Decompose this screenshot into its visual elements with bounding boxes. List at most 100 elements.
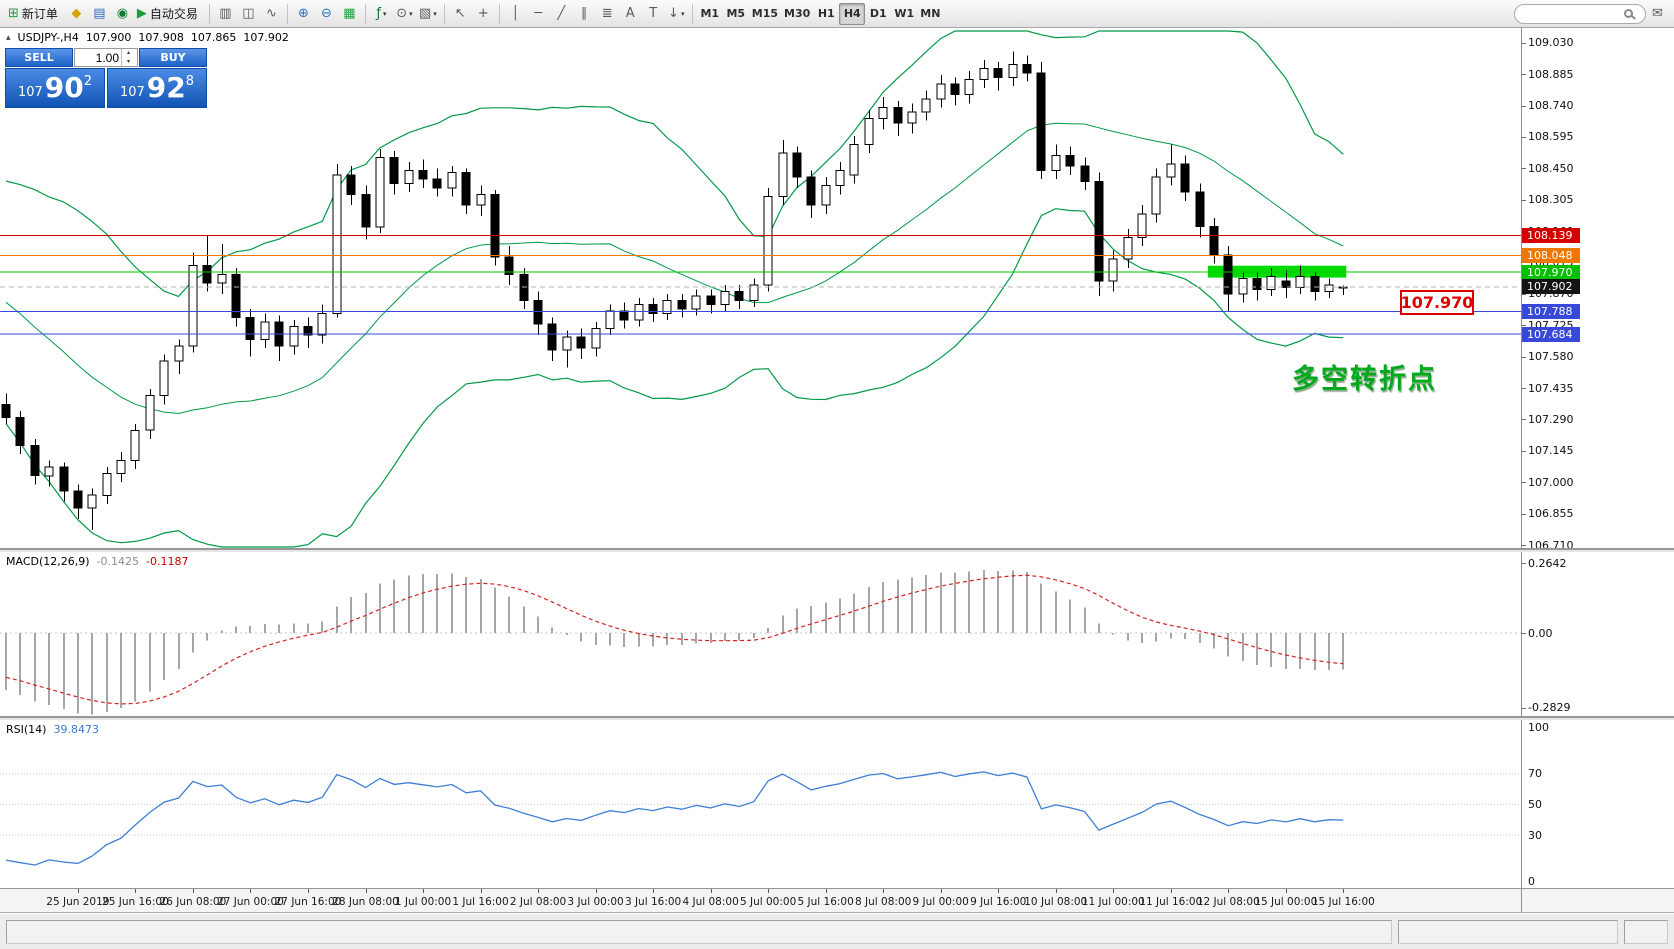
- price-axis-tick: 109.030: [1528, 36, 1574, 50]
- time-axis-tickmark: [192, 889, 194, 893]
- price-axis-tick: 107.435: [1528, 381, 1574, 395]
- macd-panel[interactable]: MACD(12,26,9) -0.1425 -0.1187 0.2642 0.00…: [0, 552, 1674, 718]
- time-axis-label: 25 Jun 2019: [46, 896, 110, 908]
- autotrading-button[interactable]: ▶ 自动交易: [134, 3, 205, 25]
- timeframe-m1-button[interactable]: M1: [700, 7, 720, 20]
- buy-price-main: 92: [146, 71, 186, 104]
- timeframe-group: M1 M5 M15 M30 H1 H4 D1 W1 MN: [697, 2, 944, 25]
- text-button[interactable]: A: [619, 3, 642, 25]
- price-axis-tickmark: [1521, 168, 1526, 170]
- new-order-label: 新订单: [21, 7, 58, 21]
- price-axis-tick: 108.740: [1528, 99, 1574, 112]
- candles: [1, 51, 1348, 530]
- candlestick-chart: [0, 30, 1521, 548]
- chevron-down-icon: ▾: [409, 9, 413, 18]
- label-button[interactable]: T: [642, 3, 665, 25]
- new-order-button[interactable]: ⊞ 新订单: [5, 3, 65, 25]
- candlestick-chart-button[interactable]: ◫: [237, 3, 260, 25]
- crosshair-button[interactable]: +: [472, 3, 495, 25]
- rsi-panel[interactable]: RSI(14) 39.8473 100 70 50 30 0: [0, 720, 1674, 889]
- lot-field: ▴ ▾: [74, 48, 138, 67]
- navigator-icon: ◉: [116, 6, 129, 21]
- label-icon: T: [649, 6, 658, 21]
- line-chart-button[interactable]: ∿: [260, 3, 283, 25]
- mail-icon: ✉: [1652, 6, 1663, 21]
- lot-size-input[interactable]: [75, 49, 121, 66]
- market-watch-button[interactable]: ▤: [88, 3, 111, 25]
- zoom-in-button[interactable]: ⊕: [292, 3, 315, 25]
- navigator-button[interactable]: ◉: [111, 3, 134, 25]
- price-axis-tickmark: [1521, 199, 1526, 201]
- price-callout-label[interactable]: 107.970: [1400, 290, 1474, 315]
- toolbar-separator: [691, 3, 693, 24]
- price-axis-tick: 107.145: [1528, 444, 1574, 458]
- price-axis-tickmark: [1521, 105, 1526, 107]
- tile-windows-button[interactable]: ▦: [338, 3, 361, 25]
- timeframe-h1-button[interactable]: H1: [817, 7, 835, 20]
- time-axis-label: 9 Jul 00:00: [912, 896, 969, 908]
- chevron-down-icon: ▾: [382, 9, 387, 18]
- buy-price-display[interactable]: 107 92 8: [107, 68, 207, 108]
- time-axis-label: 26 Jun 08:00: [159, 896, 227, 908]
- time-axis-label: 8 Jul 08:00: [855, 896, 912, 908]
- buy-button[interactable]: BUY: [139, 48, 207, 67]
- main-chart-panel[interactable]: ▴ USDJPY-,H4 107.900 107.908 107.865 107…: [0, 28, 1674, 550]
- macd-plot: [0, 570, 1521, 715]
- bar-chart-button[interactable]: ▥: [214, 3, 237, 25]
- macd-signal-line: [5, 574, 1344, 705]
- chevron-down-icon: ▾: [433, 9, 437, 18]
- time-axis-label: 25 Jun 16:00: [102, 896, 169, 908]
- templates-button[interactable]: ▧ ▾: [416, 3, 440, 25]
- chart-symbol-period: USDJPY-,H4: [17, 31, 79, 44]
- zoom-out-button[interactable]: ⊖: [315, 3, 338, 25]
- time-axis-label: 1 Jul 00:00: [394, 896, 452, 908]
- bar-chart-icon: ▥: [219, 6, 232, 21]
- search-box[interactable]: [1514, 3, 1646, 24]
- timeframe-m5-button[interactable]: M5: [726, 7, 746, 20]
- timeframe-w1-button[interactable]: W1: [894, 7, 915, 20]
- indicators-button[interactable]: ƒ ▾: [370, 3, 393, 25]
- time-axis[interactable]: 25 Jun 2019 25 Jun 16:00 26 Jun 08:00 27 Ju…: [0, 889, 1674, 913]
- status-cell: [6, 919, 1392, 944]
- rsi-name: RSI(14): [6, 723, 47, 736]
- sell-price-prefix: 107: [17, 85, 43, 100]
- collapse-icon[interactable]: ▴: [6, 32, 11, 43]
- timeframe-m30-button[interactable]: M30: [784, 7, 811, 20]
- highlight-zone[interactable]: [1207, 265, 1347, 278]
- time-axis-tickmark: [595, 889, 597, 893]
- fibonacci-button[interactable]: ≣: [596, 3, 619, 25]
- time-axis-tickmark: [423, 889, 425, 893]
- macd-name: MACD(12,26,9): [6, 555, 90, 568]
- timeframe-h4-button[interactable]: H4: [839, 2, 866, 25]
- time-axis-tickmark: [940, 889, 942, 893]
- sell-price-display[interactable]: 107 90 2: [5, 68, 105, 108]
- timeframe-m15-button[interactable]: M15: [751, 7, 779, 20]
- trendline-button[interactable]: ╱: [550, 3, 573, 25]
- time-axis-tickmark: [1055, 889, 1057, 893]
- price-axis-tickmark: [1521, 482, 1526, 484]
- spinner-up-icon[interactable]: ▴: [126, 49, 130, 56]
- search-input[interactable]: [1523, 7, 1619, 20]
- timeframe-mn-button[interactable]: MN: [920, 7, 941, 20]
- cursor-button[interactable]: ↖: [449, 3, 472, 25]
- channel-icon: ∥: [581, 6, 588, 21]
- toolbar-separator: [208, 3, 210, 24]
- channel-button[interactable]: ∥: [573, 3, 596, 25]
- metaeditor-button[interactable]: ◆: [65, 3, 88, 25]
- periods-button[interactable]: ⊙ ▾: [393, 3, 416, 25]
- vertical-line-button[interactable]: │: [504, 3, 527, 25]
- sell-button[interactable]: SELL: [5, 48, 73, 67]
- horizontal-line-button[interactable]: ─: [527, 3, 550, 25]
- spinner-down-icon[interactable]: ▾: [126, 57, 130, 65]
- community-button[interactable]: ✉: [1646, 3, 1669, 25]
- timeframe-d1-button[interactable]: D1: [869, 7, 887, 20]
- arrows-button[interactable]: ↓ ▾: [665, 3, 688, 25]
- annotation-text[interactable]: 多空转折点: [1292, 364, 1437, 395]
- price-level-label-107.970: 107.970: [1522, 264, 1580, 280]
- price-level-label-108.048: 108.048: [1522, 247, 1580, 263]
- price-level-label-107.788: 107.788: [1522, 304, 1580, 320]
- time-axis-tickmark: [825, 889, 827, 893]
- rsi-value: 39.8473: [53, 723, 99, 736]
- macd-histogram: [5, 570, 1344, 715]
- time-axis-tickmark: [1170, 889, 1172, 893]
